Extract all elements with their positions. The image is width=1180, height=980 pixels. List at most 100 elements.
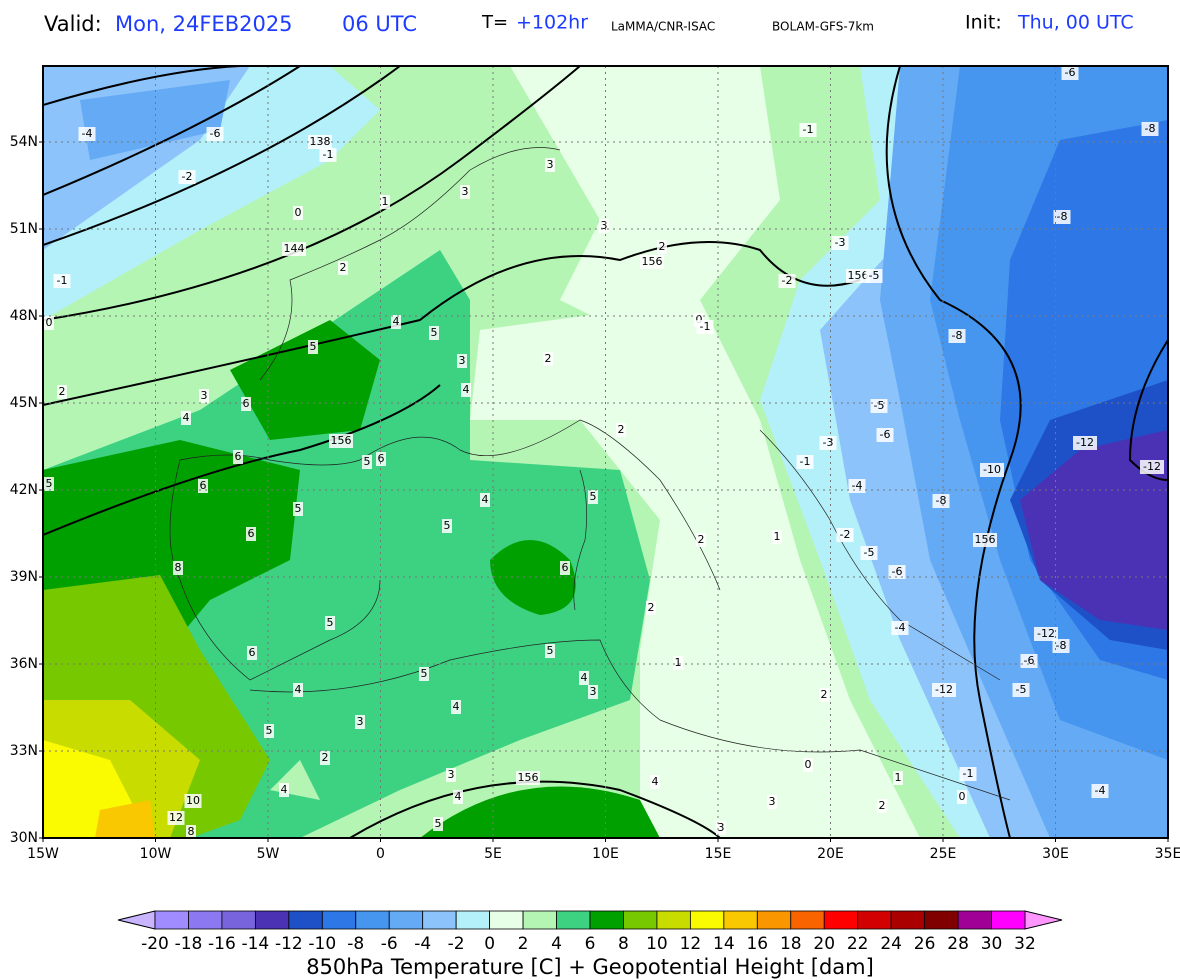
contour-label-bg (181, 411, 191, 425)
lon-label: 35E (1155, 846, 1180, 862)
contour-label: 0 (959, 790, 966, 803)
contour-label: 5 (295, 502, 302, 515)
contour-label: 1 (774, 530, 781, 543)
contour-label-bg (293, 683, 303, 697)
contour-label: 4 (581, 671, 588, 684)
colorbar-tick-label: 4 (551, 934, 562, 954)
contour-label: -8 (1057, 210, 1068, 223)
contour-label: 4 (463, 383, 470, 396)
lon-label: 10E (592, 846, 619, 862)
contour-label: -12 (1076, 436, 1094, 449)
contour-label-bg (429, 326, 439, 340)
contour-label-bg (973, 533, 997, 547)
contour-label-bg (457, 354, 467, 368)
contour-label-bg (891, 621, 909, 635)
lon-label: 15W (27, 846, 59, 862)
contour-label-bg (1073, 436, 1097, 450)
contour-label-bg (1061, 66, 1079, 80)
colorbar-box (489, 910, 524, 930)
contour-label: 6 (249, 646, 256, 659)
contour-label-bg (799, 123, 817, 137)
colorbar-tick-label: 16 (746, 934, 768, 954)
contour-label-bg (860, 546, 878, 560)
contour-label-bg (865, 269, 883, 283)
contour-label-bg (308, 340, 318, 354)
colorbar-under (117, 910, 156, 930)
contour-label-bg (848, 479, 866, 493)
contour-label: 3 (590, 685, 597, 698)
contour-label-bg (1091, 784, 1109, 798)
contour-label: 4 (183, 411, 190, 424)
field (1020, 430, 1168, 630)
contour-label: 2 (821, 688, 828, 701)
contour-label-bg (657, 240, 667, 254)
lat-label: 30N (10, 830, 38, 846)
contour-label-bg (453, 790, 463, 804)
contour-label: 6 (243, 397, 250, 410)
contour-label-bg (616, 423, 626, 437)
contour-label: 8 (175, 561, 182, 574)
field (510, 66, 780, 330)
colorbar-tick-label: 12 (680, 934, 702, 954)
contour-label: 5 (310, 340, 317, 353)
contour-label: 4 (281, 783, 288, 796)
contour-label-bg (1012, 683, 1030, 697)
valid-time: 06 UTC (342, 12, 417, 36)
contour-label-bg (362, 455, 372, 469)
lat-label: 48N (10, 308, 38, 324)
contour-label: -5 (869, 269, 880, 282)
lat-label: 36N (10, 656, 38, 672)
contour-label: 6 (378, 452, 385, 465)
contour-label: -6 (1065, 66, 1076, 79)
contour-label: -6 (892, 565, 903, 578)
contour-label: 2 (322, 751, 329, 764)
contour-label-bg (1140, 460, 1164, 474)
colorbar-box (455, 910, 491, 930)
contour-label-bg (716, 821, 726, 835)
contour-label: 4 (295, 683, 302, 696)
contour-label-bg (186, 825, 196, 838)
colorbar-tick-label: 30 (981, 934, 1003, 954)
contour-label: 10 (186, 794, 200, 807)
contour-label: 5 (435, 817, 442, 830)
contour-label-bg (673, 656, 683, 670)
header: Valid: Mon, 24FEB2025 06 UTC T= +102hr L… (44, 12, 1134, 37)
contour-label: -5 (1016, 683, 1027, 696)
contour-label-bg (588, 490, 598, 504)
contour-label: 3 (201, 389, 208, 402)
colorbar-box (522, 910, 557, 930)
colorbar-box (689, 910, 725, 930)
contour-label-bg (184, 794, 202, 808)
contour-label: 2 (340, 261, 347, 274)
contour-label-bg (948, 329, 966, 343)
contour-label-bg (380, 195, 390, 209)
contour-label: 2 (698, 533, 705, 546)
contour-label: 6 (562, 561, 569, 574)
contour-label: 3 (459, 354, 466, 367)
coastlines (169, 147, 1011, 801)
contour-label-bg (44, 477, 54, 491)
colorbar-tick-label: -18 (175, 934, 203, 954)
contour-label: -3 (835, 236, 846, 249)
lat-label: 51N (10, 221, 38, 237)
contour-label-bg (167, 811, 185, 825)
contour-label-bg (293, 502, 303, 516)
contour-label: 3 (718, 821, 725, 834)
contour-label: 0 (46, 316, 53, 329)
contour-label: 2 (659, 240, 666, 253)
lon-label: 25E (930, 846, 957, 862)
contour-label-bg (545, 644, 555, 658)
lead-value: +102hr (516, 12, 588, 34)
contour-label-bg (446, 768, 456, 782)
contour-label-bg (545, 158, 555, 172)
lat-label: 54N (10, 134, 38, 150)
contour-label-bg (57, 385, 67, 399)
colorbar-box (656, 910, 691, 930)
colorbar-box (857, 910, 892, 930)
contour-label-bg (772, 530, 782, 544)
lat-label: 39N (10, 569, 38, 585)
contour-label: 2 (879, 799, 886, 812)
colorbar-tick-label: 28 (947, 934, 969, 954)
